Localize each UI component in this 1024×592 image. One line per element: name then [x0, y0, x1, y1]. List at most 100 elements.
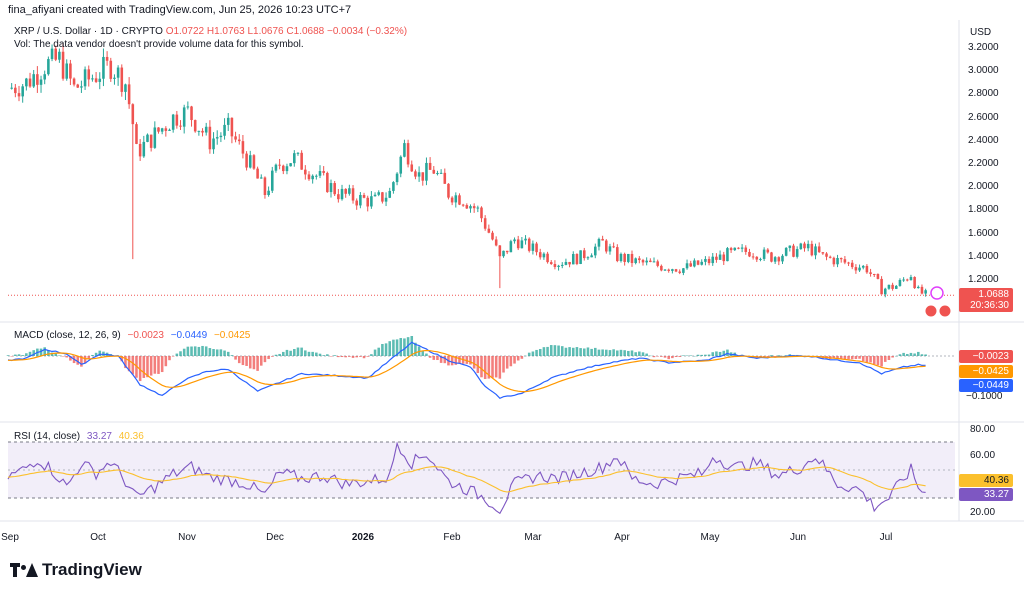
candle-body: [322, 171, 325, 173]
candle-body: [10, 87, 13, 89]
macd-histogram-bar: [248, 356, 252, 369]
macd-histogram-bar: [76, 356, 80, 365]
macd-histogram-bar: [267, 356, 270, 360]
macd-histogram-bar: [425, 353, 428, 356]
candle-body: [65, 63, 69, 79]
candle-body: [799, 243, 803, 250]
candle-body: [395, 173, 399, 183]
macd-histogram-bar: [219, 349, 223, 356]
macd-histogram-bar: [171, 356, 175, 357]
macd-histogram-bar: [223, 350, 226, 356]
candle-body: [87, 69, 91, 80]
macd-histogram-bar: [538, 348, 542, 356]
high-value: H1.0763: [206, 26, 245, 37]
macd-histogram-bar: [87, 356, 91, 359]
time-axis-tick: Feb: [443, 532, 461, 543]
candle-body: [836, 258, 839, 265]
candle-body: [865, 265, 869, 273]
macd-histogram-bar: [671, 356, 674, 359]
candle-body: [660, 265, 663, 271]
price-axis-tick: 2.6000: [968, 111, 999, 123]
candle-body: [726, 248, 729, 262]
candle-body: [582, 250, 586, 259]
macd-histogram-bar: [891, 356, 894, 358]
macd-histogram-bar: [652, 356, 656, 358]
macd-histogram-bar: [869, 356, 872, 363]
candle-body: [403, 143, 406, 157]
candle-body: [355, 200, 358, 206]
candle-body: [69, 63, 72, 79]
macd-histogram-bar: [920, 354, 924, 356]
price-axis-tick: 2.4000: [968, 134, 999, 146]
candle-body: [50, 48, 54, 60]
candle-body: [601, 238, 604, 241]
macd-hist-value: −0.0023: [127, 330, 164, 341]
candle-body: [663, 269, 667, 271]
macd-histogram-bar: [186, 346, 190, 356]
macd-histogram-bar: [65, 356, 69, 358]
candle-body: [821, 252, 825, 254]
candle-body: [560, 264, 564, 266]
rsi-line: [7, 441, 926, 515]
macd-histogram-bar: [612, 349, 615, 356]
candle-body: [729, 248, 733, 251]
macd-histogram-bar: [582, 348, 586, 356]
candle-body: [450, 197, 454, 203]
candle-body: [366, 197, 369, 207]
macd-histogram-bar: [127, 356, 131, 372]
macd-histogram-bar: [311, 351, 314, 356]
macd-histogram-bar: [465, 356, 469, 364]
candle-body: [638, 258, 641, 261]
tradingview-brand[interactable]: TradingView: [10, 560, 142, 580]
candle-body: [72, 78, 76, 85]
macd-histogram-bar: [160, 356, 164, 373]
macd-histogram-bar: [770, 355, 773, 356]
candle-body: [252, 155, 256, 169]
macd-histogram-bar: [179, 351, 182, 356]
macd-histogram-bar: [483, 356, 487, 380]
macd-line-value: −0.0449: [170, 330, 208, 341]
candle-body: [160, 128, 164, 132]
candle-body: [237, 139, 241, 142]
macd-histogram-bar: [61, 356, 65, 357]
macd-histogram-bar: [366, 356, 369, 357]
candle-body: [913, 277, 916, 289]
macd-histogram-bar: [513, 356, 516, 364]
candle-body: [520, 240, 524, 249]
candle-body: [788, 245, 792, 248]
candle-body: [406, 143, 410, 165]
macd-histogram-bar: [520, 356, 524, 359]
candle-body: [770, 252, 773, 262]
countdown-value: 20:36:30: [970, 300, 1009, 311]
candle-body: [696, 260, 700, 265]
macd-histogram-bar: [362, 356, 366, 359]
candle-body: [924, 290, 927, 294]
candle-body: [810, 243, 814, 256]
candle-body: [285, 166, 289, 172]
candle-body: [608, 246, 612, 252]
candle-body: [883, 288, 887, 295]
macd-histogram-bar: [836, 356, 839, 359]
candle-body: [113, 77, 116, 79]
macd-histogram-bar: [395, 339, 399, 356]
candle-body: [61, 51, 65, 79]
candle-body: [652, 261, 656, 263]
macd-histogram-bar: [707, 354, 711, 356]
candle-body: [480, 207, 483, 219]
macd-histogram-bar: [91, 354, 94, 356]
macd-histogram-bar: [414, 342, 417, 356]
candle-body: [476, 207, 480, 209]
candle-body: [748, 251, 751, 257]
macd-histogram-bar: [54, 352, 58, 356]
macd-histogram-bar: [777, 355, 781, 356]
time-axis-tick: Jun: [789, 532, 807, 543]
macd-histogram-bar: [663, 356, 667, 358]
candle-body: [682, 268, 685, 273]
macd-histogram-bar: [480, 356, 483, 378]
macd-histogram-bar: [502, 356, 505, 373]
candle-body: [469, 206, 472, 209]
macd-histogram-bar: [432, 356, 436, 360]
macd-histogram-bar: [25, 353, 28, 356]
candle-body: [854, 267, 858, 271]
